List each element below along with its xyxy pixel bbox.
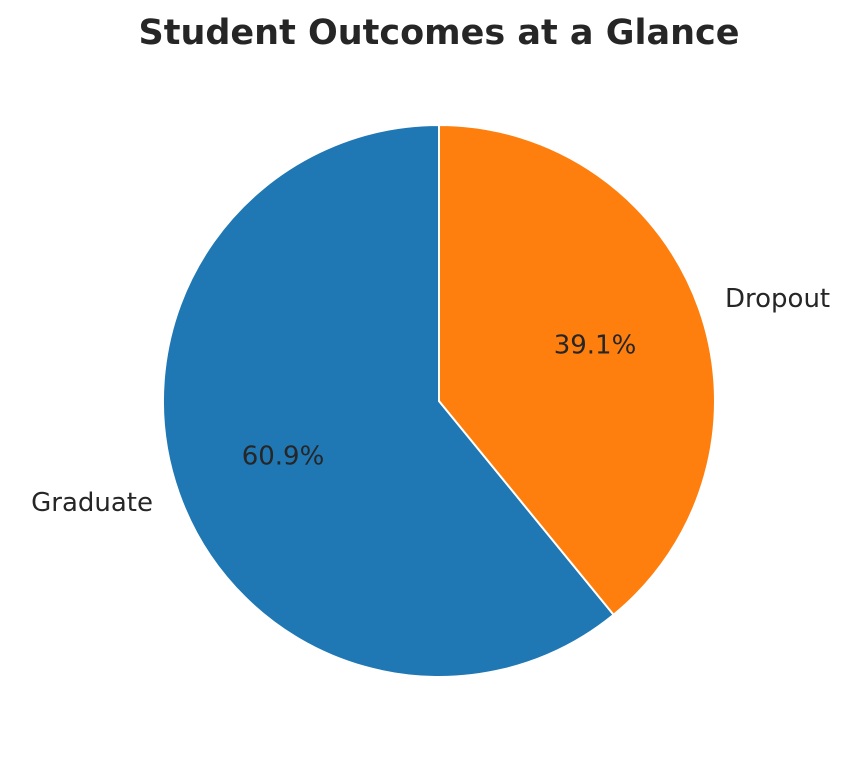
pie-labels: Graduate 60.9% Dropout 39.1% xyxy=(31,284,830,518)
chart-title: Student Outcomes at a Glance xyxy=(139,13,740,53)
percent-label-dropout: 39.1% xyxy=(554,330,637,360)
slice-label-graduate: Graduate xyxy=(31,488,153,518)
slice-label-dropout: Dropout xyxy=(725,284,830,314)
pie-slice-dropout xyxy=(438,124,716,616)
pie-slice-graduate xyxy=(162,124,615,678)
percent-label-graduate: 60.9% xyxy=(242,442,325,472)
pie-slices xyxy=(162,124,716,678)
